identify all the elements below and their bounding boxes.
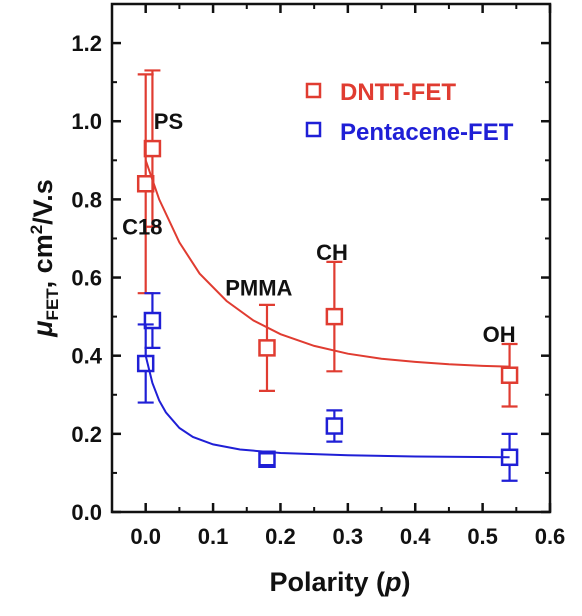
axis-ticks [112, 3, 552, 514]
y-tick-label: 1.0 [71, 109, 102, 134]
x-tick-label: 0.4 [400, 524, 431, 549]
y-axis-title: μFET, cm2/V.s [27, 179, 62, 337]
x-tick-label: 0.3 [333, 524, 364, 549]
x-tick-label: 0.6 [535, 524, 566, 549]
annotations: PS C18 PMMA CH OH [122, 109, 516, 347]
data-points [136, 139, 519, 468]
y-tick-label: 0.0 [71, 500, 102, 525]
data-point-dntt [325, 307, 344, 326]
y-tick-label: 0.6 [71, 266, 102, 291]
legend-label-pentacene: Pentacene-FET [340, 119, 514, 146]
annotation-label: C18 [122, 215, 162, 240]
y-tick-labels: 0.0 0.2 0.4 0.6 0.8 1.0 1.2 [71, 31, 102, 525]
data-point-pentacene [136, 354, 155, 373]
legend-marker-pentacene [305, 121, 322, 138]
y-tick-label: 1.2 [71, 31, 102, 56]
annotation-label: CH [316, 240, 348, 265]
y-tick-label: 0.2 [71, 422, 102, 447]
data-point-dntt [143, 139, 162, 158]
legend-label-dntt: DNTT-FET [340, 79, 456, 106]
y-tick-label: 0.8 [71, 187, 102, 212]
data-point-pentacene [258, 450, 276, 468]
annotation-label: PMMA [225, 275, 292, 300]
fit-curve-dntt [144, 159, 510, 368]
y-tick-label: 0.4 [71, 344, 102, 369]
data-point-dntt [136, 175, 155, 193]
fit-curves [144, 159, 510, 459]
data-point-pentacene [325, 417, 344, 435]
x-tick-label: 0.2 [265, 524, 296, 549]
data-point-dntt [258, 339, 276, 357]
data-point-dntt [500, 366, 519, 384]
x-tick-label: 0.1 [198, 524, 229, 549]
x-axis-title: Polarity (p) [269, 567, 410, 597]
data-point-pentacene [143, 311, 162, 330]
x-tick-label: 0.0 [130, 524, 161, 549]
fit-curve-pentacene [144, 355, 510, 459]
data-point-pentacene [500, 448, 519, 467]
x-tick-label: 0.5 [467, 524, 498, 549]
annotation-label: PS [154, 109, 183, 134]
annotation-label: OH [483, 322, 516, 347]
error-bars [137, 69, 518, 482]
x-tick-labels: 0.0 0.1 0.2 0.3 0.4 0.5 0.6 [130, 524, 565, 549]
plot-frame [110, 2, 552, 514]
legend: DNTT-FET Pentacene-FET [305, 79, 514, 146]
legend-marker-dntt [305, 82, 322, 99]
